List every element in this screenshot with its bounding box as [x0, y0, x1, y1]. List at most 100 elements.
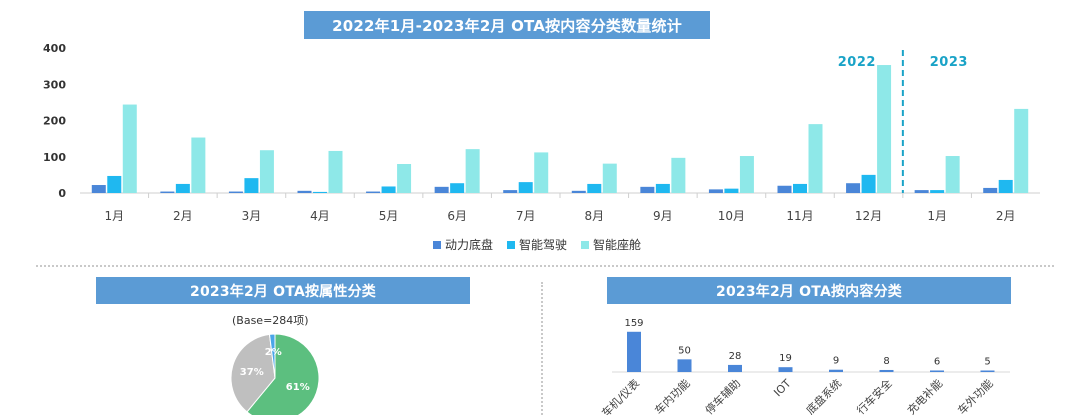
- bar-powertrain: [640, 186, 655, 193]
- content-bar-value: 50: [678, 345, 691, 356]
- bar-cockpit: [259, 150, 274, 193]
- legend-item-powertrain: 动力底盘: [433, 236, 493, 253]
- bar-cockpit: [739, 156, 754, 193]
- content-chart-title: 2023年2月 OTA按内容分类: [607, 277, 1011, 304]
- main-chart-legend: 动力底盘 智能驾驶 智能座舱: [433, 236, 641, 253]
- content-category-label: 底盘系统: [803, 376, 844, 415]
- content-bar-value: 9: [833, 356, 839, 367]
- bar-powertrain: [777, 185, 792, 193]
- content-category-label: 充电补能: [904, 376, 945, 415]
- bar-powertrain: [297, 190, 312, 193]
- content-bar: [677, 359, 692, 372]
- content-category-label: 车外功能: [955, 376, 996, 415]
- x-tick-label: 1月: [104, 209, 124, 223]
- pie-slice-label: 61%: [286, 382, 310, 393]
- attr-chart-title: 2023年2月 OTA按属性分类: [96, 277, 470, 304]
- y-tick-label: 200: [43, 115, 66, 128]
- pie-slice: [268, 333, 276, 379]
- content-bar-value: 8: [883, 356, 889, 367]
- bar-adas: [998, 179, 1013, 193]
- legend-item-adas: 智能驾驶: [507, 236, 567, 253]
- pie-slice-label: 2%: [265, 347, 282, 358]
- content-category-label: 车机/仪表: [598, 376, 642, 415]
- content-bar: [829, 369, 843, 372]
- bar-cockpit: [191, 137, 206, 193]
- x-tick-label: 3月: [242, 209, 262, 223]
- y-tick-label: 100: [43, 151, 66, 164]
- bar-adas: [381, 186, 396, 193]
- x-tick-label: 12月: [855, 209, 882, 223]
- bar-cockpit: [1014, 108, 1029, 193]
- bar-cockpit: [877, 65, 892, 193]
- bar-adas: [107, 175, 122, 193]
- bar-cockpit: [122, 104, 137, 193]
- content-category-label: 停车辅助: [702, 376, 743, 415]
- content-bar-value: 19: [779, 353, 792, 364]
- legend-swatch-cockpit: [581, 240, 590, 249]
- legend-swatch-adas: [507, 240, 516, 249]
- content-category-label: IOT: [771, 377, 794, 400]
- bar-cockpit: [945, 156, 960, 193]
- content-bar: [930, 370, 944, 372]
- bar-powertrain: [91, 185, 106, 193]
- bar-adas: [518, 182, 533, 193]
- content-bar: [627, 331, 641, 372]
- y-tick-label: 300: [43, 78, 66, 91]
- content-bar-value: 6: [934, 356, 940, 367]
- content-bar: [879, 369, 894, 372]
- content-bar-value: 5: [984, 357, 990, 368]
- bar-adas: [724, 188, 739, 193]
- bar-cockpit: [534, 152, 549, 193]
- bar-powertrain: [228, 191, 243, 193]
- column-divider: [541, 282, 543, 415]
- bar-cockpit: [671, 157, 686, 193]
- bar-cockpit: [808, 124, 823, 193]
- bar-powertrain: [160, 191, 175, 193]
- bar-cockpit: [602, 163, 617, 193]
- bar-cockpit: [328, 150, 343, 193]
- legend-label-powertrain: 动力底盘: [445, 238, 494, 252]
- legend-label-adas: 智能驾驶: [519, 238, 568, 252]
- pie-slice: [230, 333, 276, 413]
- x-tick-label: 10月: [718, 209, 745, 223]
- legend-swatch-powertrain: [433, 240, 441, 249]
- content-bar-value: 159: [624, 318, 643, 329]
- bar-adas: [587, 183, 602, 193]
- year-label-2023: 2023: [930, 55, 968, 70]
- x-tick-label: 11月: [786, 209, 813, 223]
- bar-cockpit: [397, 164, 412, 193]
- x-tick-label: 1月: [927, 209, 947, 223]
- y-tick-label: 400: [43, 42, 66, 55]
- bar-powertrain: [914, 190, 929, 193]
- pie-slice-label: 37%: [240, 367, 264, 378]
- content-bar: [778, 367, 793, 372]
- bar-powertrain: [983, 187, 998, 193]
- bar-adas: [861, 174, 876, 193]
- content-category-label: 行车安全: [854, 376, 895, 415]
- section-divider: [36, 265, 1054, 267]
- x-tick-label: 2月: [996, 209, 1016, 223]
- bar-adas: [930, 190, 945, 193]
- pie-slice: [246, 333, 320, 415]
- bar-adas: [793, 183, 807, 193]
- bar-powertrain: [503, 190, 518, 193]
- main-chart-title: 2022年1月-2023年2月 OTA按内容分类数量统计: [304, 11, 710, 39]
- bar-powertrain: [434, 186, 449, 193]
- bar-adas: [313, 191, 327, 193]
- bar-powertrain: [366, 191, 381, 193]
- x-tick-label: 2月: [173, 209, 193, 223]
- x-tick-label: 5月: [379, 209, 399, 223]
- legend-label-cockpit: 智能座舱: [593, 238, 642, 252]
- content-bar: [728, 364, 742, 372]
- bar-powertrain: [846, 183, 861, 193]
- bar-adas: [244, 178, 259, 193]
- x-tick-label: 9月: [653, 209, 673, 223]
- x-tick-label: 6月: [447, 209, 467, 223]
- content-bar-value: 28: [729, 351, 742, 362]
- bar-powertrain: [708, 189, 723, 193]
- legend-item-cockpit: 智能座舱: [581, 236, 641, 253]
- bar-adas: [450, 183, 465, 193]
- base-note: (Base=284项): [232, 314, 309, 327]
- bar-powertrain: [571, 190, 586, 193]
- bar-adas: [655, 183, 670, 193]
